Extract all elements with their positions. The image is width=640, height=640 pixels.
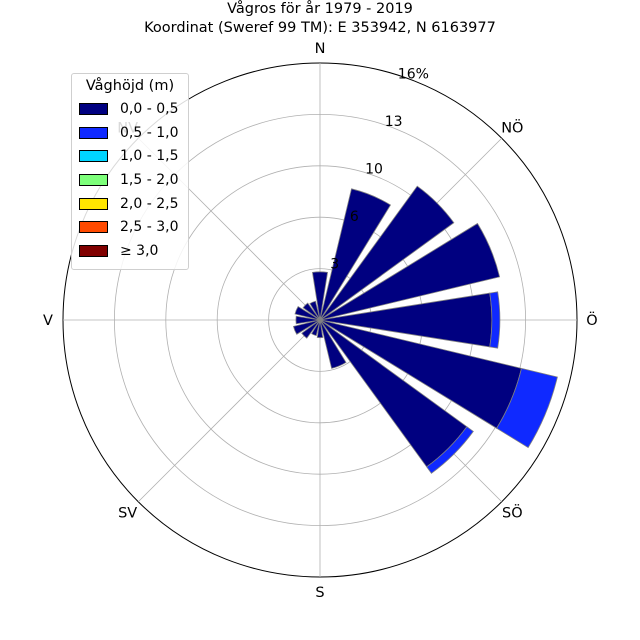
grid-spoke — [137, 319, 321, 503]
bar-NNV-0,0 - 0,5 — [309, 300, 321, 321]
radial-tick-label: 10 — [365, 162, 383, 178]
direction-label: SÖ — [502, 503, 523, 521]
legend: Våghöjd (m) 0,0 - 0,5 0,5 - 1,0 1,0 - 1,5 1… — [71, 73, 189, 270]
bar-S-0,0 - 0,5 — [316, 319, 324, 339]
legend-swatch — [79, 197, 108, 210]
direction-label: NÖ — [501, 119, 523, 137]
direction-label: S — [315, 585, 324, 601]
bar-SSV-0,0 - 0,5 — [311, 319, 321, 337]
legend-label: 1,0 - 1,5 — [120, 148, 179, 165]
legend-entry: 1,5 - 2,0 — [72, 168, 188, 192]
legend-swatch — [79, 126, 108, 139]
bar-ÖSÖ-0,5 - 1,0 — [496, 367, 558, 449]
legend-entry: 0,0 - 0,5 — [72, 97, 188, 121]
bar-NNÖ-0,0 - 0,5 — [319, 188, 392, 321]
legend-label: 2,0 - 2,5 — [120, 195, 179, 212]
radial-tick-label: 13 — [385, 114, 403, 130]
bar-SSÖ-0,0 - 0,5 — [319, 319, 347, 369]
bar-N-0,0 - 0,5 — [312, 271, 328, 321]
legend-label: ≥ 3,0 — [120, 242, 159, 259]
legend-entry: 1,0 - 1,5 — [72, 144, 188, 168]
legend-entry: ≥ 3,0 — [72, 239, 188, 263]
bar-SV-0,0 - 0,5 — [301, 319, 321, 339]
bar-V-0,0 - 0,5 — [295, 315, 321, 325]
radial-tick-label: 6 — [350, 209, 359, 225]
legend-entry: 2,5 - 3,0 — [72, 215, 188, 239]
chart-subtitle: Koordinat (Sweref 99 TM): E 353942, N 61… — [144, 20, 496, 36]
bar-VSV-0,0 - 0,5 — [292, 319, 321, 335]
legend-label: 2,5 - 3,0 — [120, 219, 179, 236]
bar-SÖ-0,5 - 1,0 — [426, 426, 474, 474]
direction-label: V — [43, 313, 53, 329]
legend-label: 0,5 - 1,0 — [120, 124, 179, 141]
bar-ÖNÖ-0,0 - 0,5 — [319, 222, 501, 321]
radial-tick-label: 16% — [398, 67, 429, 83]
legend-swatch — [79, 102, 108, 115]
direction-label: N — [315, 41, 326, 57]
legend-swatch — [79, 244, 108, 257]
windrose-bars — [292, 185, 558, 474]
legend-swatch — [79, 221, 108, 234]
radial-tick-label: 3 — [330, 257, 339, 273]
chart-title: Vågros för år 1979 - 2019 — [227, 1, 413, 17]
legend-entry: 0,5 - 1,0 — [72, 121, 188, 145]
bar-Ö-0,5 - 1,0 — [489, 291, 501, 349]
legend-entry: 2,0 - 2,5 — [72, 192, 188, 216]
radial-tick-labels: 3 6 10 13 16% — [330, 67, 429, 273]
legend-title: Våghöjd (m) — [85, 78, 175, 94]
bar-NÖ-0,0 - 0,5 — [319, 185, 455, 321]
direction-label: Ö — [586, 311, 597, 329]
legend-label: 0,0 - 0,5 — [120, 100, 179, 117]
bar-VNV-0,0 - 0,5 — [294, 306, 321, 321]
bar-NV-0,0 - 0,5 — [302, 302, 321, 321]
legend-swatch — [79, 150, 108, 163]
legend-swatch — [79, 173, 108, 186]
legend-label: 1,5 - 2,0 — [120, 171, 179, 188]
direction-label: SV — [118, 505, 137, 521]
